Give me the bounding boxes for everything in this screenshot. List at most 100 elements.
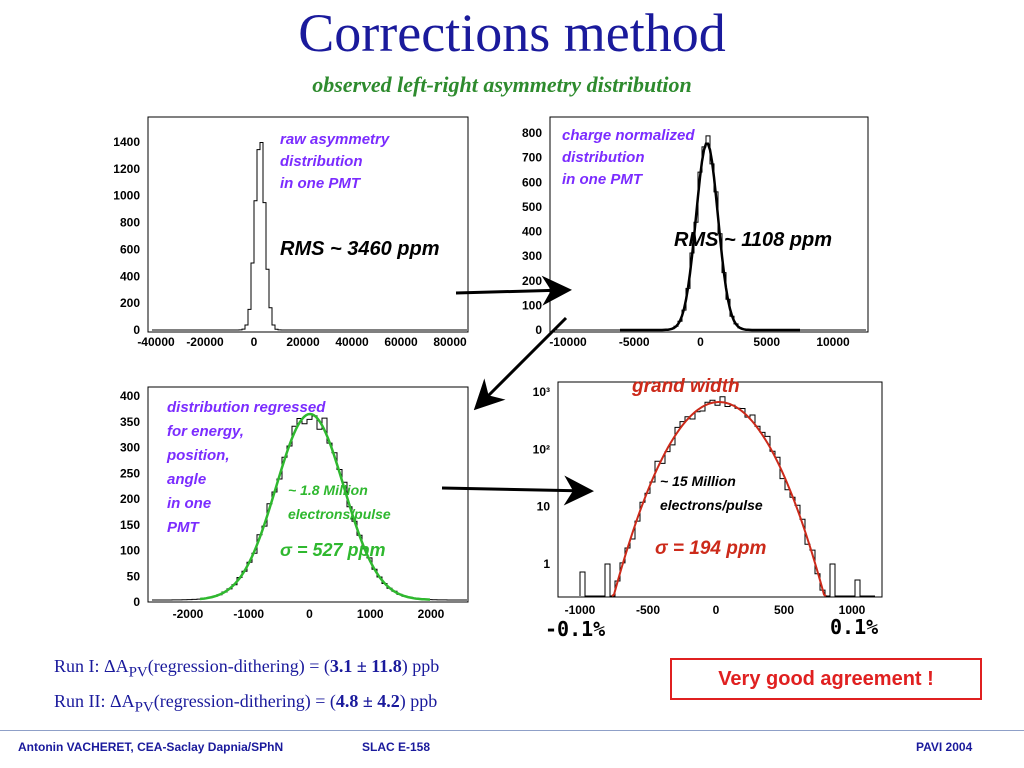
grand-sigma-label: σ = 194 ppm (655, 538, 766, 559)
raw-label-line3: in one PMT (280, 175, 362, 192)
agreement-box: Very good agreement ! (670, 658, 982, 700)
raw-x-tick-6: 80000 (433, 335, 467, 349)
charge-gaussian-fit (620, 142, 800, 332)
raw-y-tick-0: 1400 (113, 135, 140, 149)
charge-label-line3: in one PMT (562, 171, 644, 188)
footer-divider (0, 730, 1024, 731)
regressed-electrons-line2: electrons/pulse (288, 506, 391, 522)
charge-y-tick-2: 600 (522, 175, 542, 189)
charge-label-line2: distribution (562, 149, 645, 166)
raw-x-tick-0: -40000 (137, 335, 175, 349)
raw-label-line2: distribution (280, 153, 363, 170)
charge-rms-label: RMS ~ 1108 ppm (674, 229, 832, 251)
run1-mid: (regression-dithering) = ( (147, 656, 330, 676)
grand-x-tick-1: -500 (636, 603, 660, 617)
grand-x-tick-2: 0 (713, 603, 720, 617)
regressed-x-ticks: -2000 -1000 0 1000 2000 (173, 607, 445, 621)
raw-x-tick-5: 60000 (384, 335, 418, 349)
run2-sub: PV (134, 699, 154, 716)
run1-value: 3.1 ± 11.8 (329, 656, 402, 676)
regressed-label-line1: distribution regressed (167, 399, 326, 416)
arrow-raw-to-charge (455, 275, 572, 306)
regressed-y-tick-7: 50 (127, 569, 141, 583)
footer-experiment: SLAC E-158 (362, 740, 431, 754)
charge-y-tick-3: 500 (522, 200, 542, 214)
regressed-x-tick-3: 1000 (357, 607, 384, 621)
arrow-regressed-to-grand (441, 475, 594, 506)
raw-x-tick-2: 0 (251, 335, 258, 349)
charge-y-tick-1: 700 (522, 151, 542, 165)
regressed-distribution-plot: 400 350 300 250 200 150 100 50 0 -2000 -1000 0 1000… (120, 386, 469, 621)
regressed-electrons-line1: ~ 1.8 Million (288, 482, 368, 498)
grand-y-tick-0: 10³ (533, 385, 550, 399)
charge-y-tick-6: 200 (522, 274, 542, 288)
charge-x-tick-0: -10000 (549, 335, 587, 349)
run2-suffix: ) ppb (399, 690, 438, 711)
grand-x-ticks: -1000 -500 0 500 1000 (565, 603, 866, 617)
run2-prefix: Run II: ΔA (54, 690, 135, 711)
grand-pct-right: 0.1% (830, 615, 878, 639)
regressed-x-tick-0: -2000 (173, 607, 204, 621)
raw-y-tick-4: 600 (120, 242, 140, 256)
run2-result: Run II: ΔAPV(regression-dithering) = (4.… (54, 687, 439, 722)
charge-x-ticks: -10000 -5000 0 5000 10000 (549, 335, 850, 349)
grand-y-tick-2: 10 (537, 500, 551, 514)
run1-sub: PV (128, 664, 148, 681)
slide-subtitle: observed left-right asymmetry distributi… (312, 72, 692, 97)
run2-mid: (regression-dithering) = ( (153, 690, 336, 711)
regressed-x-tick-4: 2000 (418, 607, 445, 621)
raw-y-ticks: 1400 1200 1000 800 600 400 200 0 (113, 135, 140, 337)
regressed-label-line6: PMT (167, 519, 201, 536)
raw-y-tick-2: 1000 (113, 189, 140, 203)
regressed-x-tick-1: -1000 (233, 607, 264, 621)
grand-electrons-line2: electrons/pulse (660, 497, 763, 513)
regressed-y-tick-4: 200 (120, 492, 140, 506)
raw-x-tick-3: 20000 (286, 335, 320, 349)
charge-y-tick-7: 100 (522, 298, 542, 312)
regressed-y-tick-0: 400 (120, 389, 140, 403)
charge-y-tick-8: 0 (535, 323, 542, 337)
regressed-label-line4: angle (167, 471, 206, 488)
raw-asymmetry-plot: 1400 1200 1000 800 600 400 200 0 -40000 -20000 0 2… (113, 116, 469, 349)
run1-suffix: ) ppb (401, 656, 440, 676)
regressed-y-tick-5: 150 (120, 518, 140, 532)
footer-conference: PAVI 2004 (916, 740, 973, 754)
raw-y-tick-5: 400 (120, 269, 140, 283)
grand-y-tick-3: 1 (543, 557, 550, 571)
regressed-label-line2: for energy, (167, 423, 244, 440)
charge-x-tick-1: -5000 (619, 335, 650, 349)
grand-x-tick-0: -1000 (565, 603, 596, 617)
regressed-label-line5: in one (167, 495, 211, 512)
charge-x-tick-2: 0 (697, 335, 704, 349)
raw-y-tick-7: 0 (133, 323, 140, 337)
charge-y-ticks: 800 700 600 500 400 300 200 100 0 (522, 126, 542, 337)
run1-prefix: Run I: ΔA (54, 656, 129, 676)
raw-y-tick-3: 800 (120, 216, 140, 230)
raw-label-line1: raw asymmetry (280, 131, 390, 148)
slide-title: Corrections method (298, 3, 726, 63)
grand-width-title: grand width (631, 376, 740, 397)
grand-x-tick-3: 500 (774, 603, 794, 617)
raw-y-tick-6: 200 (120, 296, 140, 310)
raw-y-tick-1: 1200 (113, 162, 140, 176)
regressed-gaussian-fit (199, 412, 431, 601)
raw-x-tick-1: -20000 (186, 335, 224, 349)
run1-result: Run I: ΔAPV(regression-dithering) = (3.1… (54, 652, 439, 687)
raw-x-tick-4: 40000 (335, 335, 369, 349)
grand-gaussian-fit (611, 401, 827, 597)
charge-x-tick-4: 10000 (816, 335, 850, 349)
regressed-sigma-label: σ = 527 ppm (280, 540, 386, 560)
grand-electrons-line1: ~ 15 Million (660, 473, 736, 489)
run2-value: 4.8 ± 4.2 (335, 690, 400, 711)
charge-y-tick-5: 300 (522, 249, 542, 263)
regressed-label-line3: position, (166, 447, 230, 464)
regressed-y-ticks: 400 350 300 250 200 150 100 50 0 (120, 389, 140, 609)
raw-histogram (152, 142, 467, 331)
regressed-y-tick-1: 350 (120, 415, 140, 429)
arrow-charge-to-regressed (473, 316, 568, 411)
regressed-y-tick-3: 250 (120, 466, 140, 480)
regressed-y-tick-6: 100 (120, 544, 140, 558)
regressed-y-tick-8: 0 (133, 595, 140, 609)
raw-x-ticks: -40000 -20000 0 20000 40000 60000 80000 (137, 335, 467, 349)
